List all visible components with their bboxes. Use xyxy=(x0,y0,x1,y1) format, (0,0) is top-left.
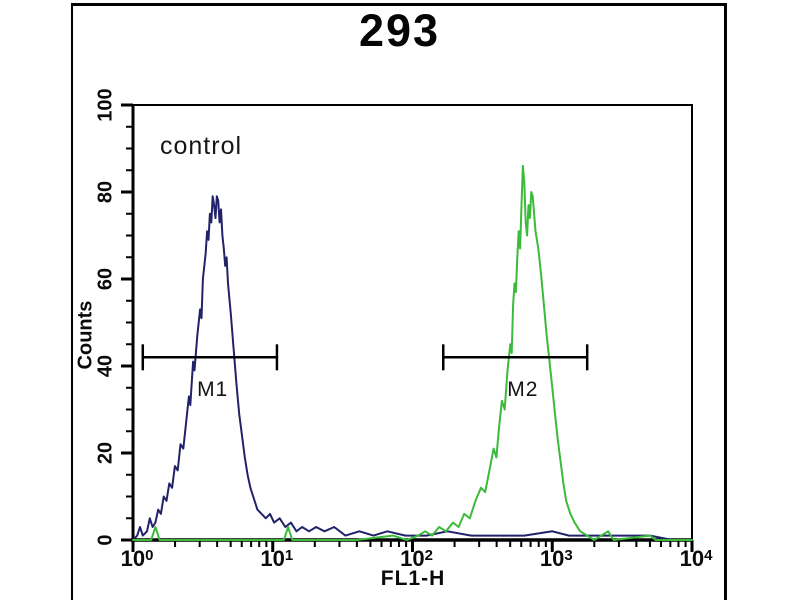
x-tick-label-1e4: 104 xyxy=(679,546,713,571)
y-tick-label-0: 0 xyxy=(94,534,117,546)
x-tick-label-1e0: 100 xyxy=(120,546,154,571)
y-tick-label-40: 40 xyxy=(94,354,117,378)
chart-title: 293 xyxy=(358,5,441,56)
x-axis-title: FL1-H xyxy=(380,567,446,590)
y-tick-label-100: 100 xyxy=(94,88,117,122)
x-tick-label-1e1: 101 xyxy=(260,546,294,571)
y-tick-label-20: 20 xyxy=(94,441,117,465)
x-tick-label-1e3: 103 xyxy=(539,546,573,571)
y-tick-label-80: 80 xyxy=(94,180,117,204)
plot-border xyxy=(132,104,693,541)
control-curve xyxy=(132,195,693,541)
control-annotation: control xyxy=(160,132,243,160)
marker-label-M1: M1 xyxy=(197,378,229,402)
marker-label-M2: M2 xyxy=(507,378,539,402)
x-tick-label-1e2: 102 xyxy=(400,546,433,571)
green-curve xyxy=(132,164,693,541)
y-tick-label-60: 60 xyxy=(94,267,117,291)
figure-frame xyxy=(71,3,727,600)
